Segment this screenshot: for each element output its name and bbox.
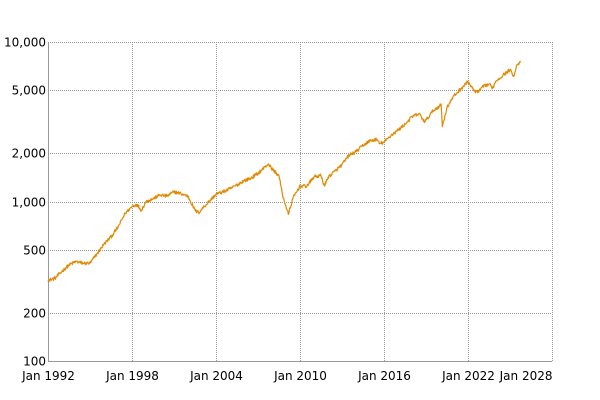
x-tick-label: Jan 2028 bbox=[499, 369, 553, 383]
x-axis-labels: Jan 1992 Jan 1998 Jan 2004 Jan 2010 Jan 2016… bbox=[21, 369, 552, 383]
y-tick-label: 5,000 bbox=[12, 84, 46, 98]
y-tick-label: 200 bbox=[23, 307, 46, 321]
x-tick-label: Jan 1998 bbox=[105, 369, 159, 383]
x-tick-label: Jan 1992 bbox=[21, 369, 75, 383]
y-tick-label: 2,000 bbox=[12, 147, 46, 161]
x-tick-label: Jan 2004 bbox=[189, 369, 243, 383]
grid bbox=[48, 42, 553, 362]
y-tick-label: 500 bbox=[23, 244, 46, 258]
x-tick-label: Jan 2016 bbox=[357, 369, 411, 383]
y-axis-labels: 100 200 500 1,000 2,000 5,000 10,000 bbox=[4, 36, 46, 369]
x-tick-label: Jan 2022 bbox=[441, 369, 495, 383]
series-layer bbox=[47, 60, 522, 283]
y-tick-label: 100 bbox=[23, 355, 46, 369]
x-tick-label: Jan 2010 bbox=[273, 369, 327, 383]
y-tick-label: 1,000 bbox=[12, 196, 46, 210]
y-tick-label: 10,000 bbox=[4, 36, 46, 50]
series-line bbox=[47, 60, 522, 283]
